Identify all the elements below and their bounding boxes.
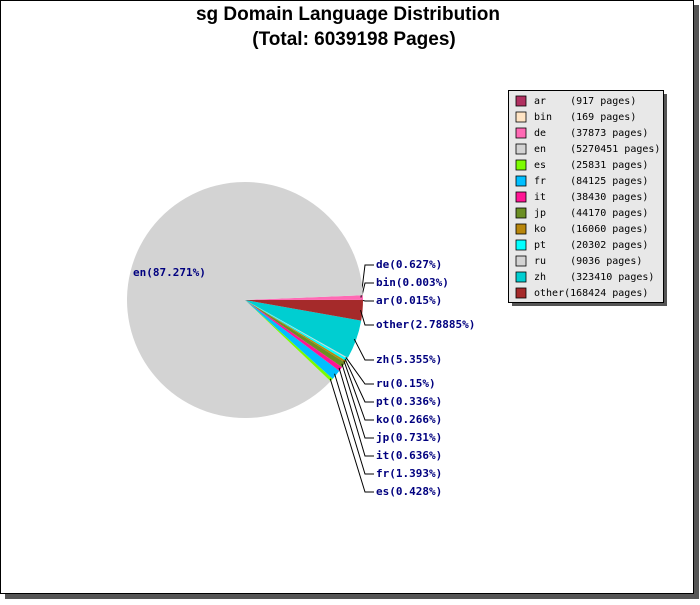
slice-label: pt(0.336%) (376, 395, 442, 408)
slice-label: en(87.271%) (133, 266, 206, 279)
legend-swatch (516, 288, 526, 298)
legend-swatch (516, 256, 526, 266)
legend-label: other(168424 pages) (534, 288, 648, 299)
legend-label: de (37873 pages) (534, 128, 648, 139)
slice-label: de(0.627%) (376, 258, 442, 271)
slice-label: it(0.636%) (376, 449, 442, 462)
legend-swatch (516, 176, 526, 186)
legend-swatch (516, 128, 526, 138)
chart-title: sg Domain Language Distribution (196, 4, 500, 25)
legend-swatch (516, 112, 526, 122)
legend-swatch (516, 224, 526, 234)
legend-swatch (516, 96, 526, 106)
slice-label: bin(0.003%) (376, 276, 449, 289)
legend-swatch (516, 160, 526, 170)
chart-subtitle: (Total: 6039198 Pages) (252, 29, 455, 50)
slice-label: ko(0.266%) (376, 413, 442, 426)
legend-label: en (5270451 pages) (534, 144, 660, 155)
slice-label: fr(1.393%) (376, 467, 442, 480)
slice-label: zh(5.355%) (376, 353, 442, 366)
legend-label: ar (917 pages) (534, 96, 636, 107)
legend-label: ko (16060 pages) (534, 224, 648, 235)
slice-label: es(0.428%) (376, 485, 442, 498)
slice-label: ar(0.015%) (376, 294, 442, 307)
legend-label: it (38430 pages) (534, 192, 648, 203)
legend-label: es (25831 pages) (534, 160, 648, 171)
legend-label: bin (169 pages) (534, 112, 636, 123)
slice-label: ru(0.15%) (376, 377, 436, 390)
slice-label: jp(0.731%) (376, 431, 442, 444)
legend-label: zh (323410 pages) (534, 272, 654, 283)
legend-swatch (516, 208, 526, 218)
legend-swatch (516, 272, 526, 282)
legend-label: pt (20302 pages) (534, 240, 648, 251)
legend-label: fr (84125 pages) (534, 176, 648, 187)
slice-label: other(2.78885%) (376, 318, 475, 331)
legend-label: jp (44170 pages) (534, 208, 648, 219)
legend-label: ru (9036 pages) (534, 256, 642, 267)
legend-swatch (516, 192, 526, 202)
legend-swatch (516, 240, 526, 250)
legend-swatch (516, 144, 526, 154)
